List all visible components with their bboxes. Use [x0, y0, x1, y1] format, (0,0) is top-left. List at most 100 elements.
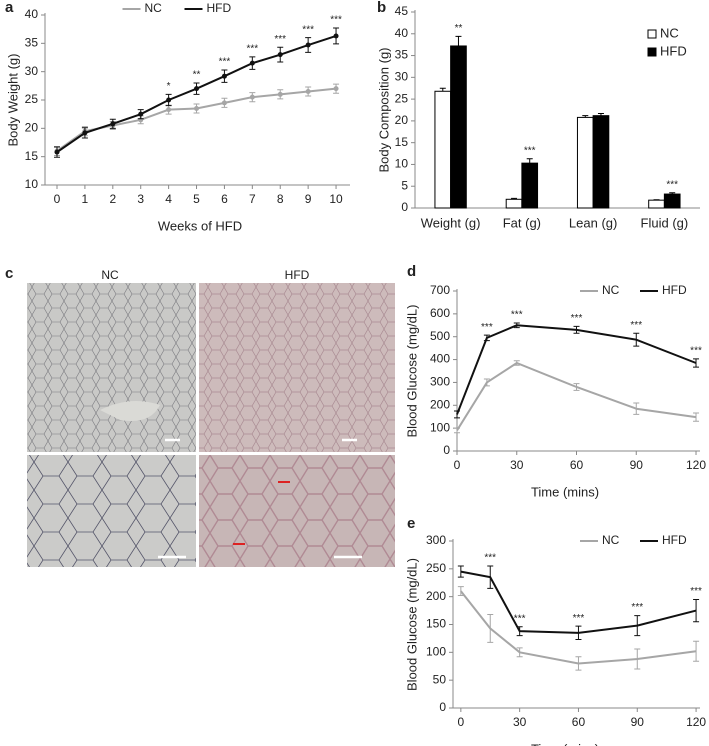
error-bar — [457, 586, 464, 597]
y-axis-label: Blood Glucose (mg/dL) — [404, 305, 419, 438]
significance: *** — [330, 15, 342, 26]
y-tick-label: 300 — [430, 375, 450, 389]
point — [221, 73, 227, 79]
point — [166, 107, 172, 113]
significance: *** — [571, 313, 583, 324]
significance: *** — [630, 320, 642, 331]
x-tick-label: 1 — [82, 192, 89, 206]
x-tick-label: 10 — [329, 192, 343, 206]
panel-letter: e — [407, 515, 415, 532]
x-tick-label: 60 — [570, 458, 584, 472]
y-tick-label: 40 — [395, 26, 409, 40]
error-bar — [575, 656, 582, 671]
error-bar — [573, 325, 580, 334]
error-bar — [511, 197, 518, 200]
legend-swatch — [647, 29, 657, 39]
error-bar — [573, 383, 580, 391]
y-tick-label: 20 — [25, 121, 39, 135]
x-tick-label: Fat (g) — [503, 215, 541, 230]
y-tick-label: 400 — [430, 352, 450, 366]
x-tick-label: 90 — [630, 458, 644, 472]
significance: *** — [514, 613, 526, 624]
bar — [648, 199, 665, 209]
image-texture — [199, 455, 395, 567]
point — [138, 111, 144, 117]
bar — [521, 162, 539, 209]
y-tick-label: 50 — [433, 672, 447, 686]
image-texture — [27, 283, 196, 452]
y-tick-label: 0 — [439, 700, 446, 714]
point — [194, 86, 200, 92]
panel-letter: d — [407, 263, 416, 280]
significance: *** — [302, 24, 314, 35]
point — [333, 86, 339, 92]
x-tick-label: 0 — [457, 715, 464, 729]
error-bar — [693, 640, 700, 662]
significance: *** — [481, 322, 493, 333]
x-axis-label: Time (mins) — [531, 741, 599, 746]
column-label: NC — [101, 268, 119, 282]
error-bar — [513, 360, 520, 366]
error-bar — [669, 192, 676, 195]
series-line — [456, 324, 697, 415]
point — [305, 42, 311, 48]
error-bar — [693, 598, 700, 623]
y-tick-label: 30 — [25, 64, 39, 78]
y-tick-label: 0 — [443, 443, 450, 457]
bar — [434, 90, 452, 209]
y-tick-label: 0 — [401, 200, 408, 214]
significance: *** — [666, 179, 678, 190]
y-tick-label: 250 — [426, 561, 446, 575]
significance: *** — [690, 346, 702, 357]
error-bar — [454, 410, 460, 419]
panel-letter: b — [377, 0, 386, 16]
x-tick-label: 120 — [686, 715, 706, 729]
bar — [450, 45, 467, 209]
y-tick-label: 10 — [25, 177, 39, 191]
significance: ** — [193, 70, 201, 81]
point — [82, 130, 88, 136]
point — [221, 100, 227, 106]
y-tick-label: 45 — [395, 4, 409, 18]
x-axis-label: Time (mins) — [531, 484, 599, 499]
x-tick-label: 6 — [221, 192, 228, 206]
x-tick-label: Fluid (g) — [641, 215, 689, 230]
x-tick-label: Lean (g) — [569, 215, 617, 230]
error-bar — [693, 412, 700, 422]
error-bar — [633, 402, 640, 415]
error-bar — [439, 87, 446, 92]
y-tick-label: 200 — [430, 397, 450, 411]
significance: *** — [274, 34, 286, 45]
y-tick-label: 15 — [25, 149, 39, 163]
series-line — [460, 590, 697, 665]
point — [305, 89, 311, 94]
y-tick-label: 500 — [430, 329, 450, 343]
legend-swatch — [647, 47, 657, 57]
x-tick-label: 8 — [277, 192, 284, 206]
legend-label: HFD — [662, 283, 687, 297]
y-tick-label: 200 — [426, 589, 446, 603]
y-axis-label: Blood Glucose (mg/dL) — [404, 558, 419, 691]
y-tick-label: 40 — [25, 7, 39, 21]
error-bar — [693, 358, 700, 368]
y-tick-label: 35 — [395, 48, 409, 62]
y-tick-label: 35 — [25, 36, 39, 50]
significance: *** — [246, 44, 258, 55]
series-line — [56, 87, 337, 152]
bar — [576, 116, 594, 209]
legend-label: HFD — [662, 533, 687, 547]
bar — [592, 115, 610, 209]
image-texture — [27, 455, 196, 567]
y-axis-label: Body Composition (g) — [376, 48, 391, 173]
x-tick-label: 120 — [686, 458, 706, 472]
point — [249, 60, 255, 66]
error-bar — [454, 427, 460, 434]
error-bar — [633, 332, 640, 347]
significance: *** — [484, 553, 496, 564]
legend-label: NC — [145, 1, 163, 15]
point — [54, 149, 60, 155]
y-tick-label: 600 — [430, 306, 450, 320]
error-bar — [575, 625, 582, 641]
y-tick-label: 100 — [426, 645, 446, 659]
